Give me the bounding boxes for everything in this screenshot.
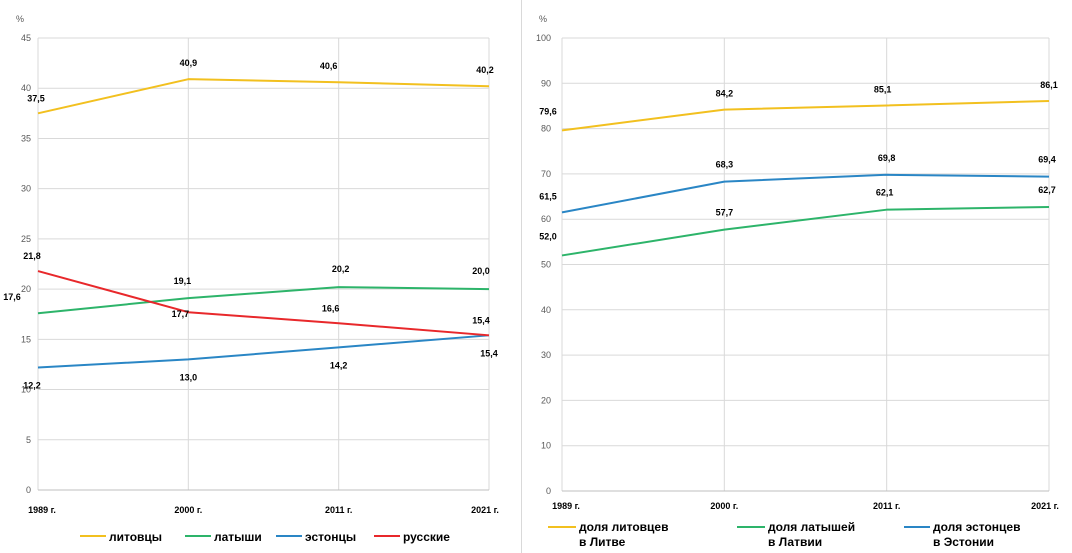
- y-tick-label: 100: [536, 33, 551, 43]
- y-tick-label: 60: [541, 214, 551, 224]
- y-tick-label: 90: [541, 78, 551, 88]
- x-tick-label: 2000 г.: [710, 501, 738, 511]
- y-unit-label: %: [539, 14, 547, 24]
- data-label: 52,0: [539, 231, 557, 241]
- y-tick-label: 30: [21, 184, 31, 194]
- legend-label: доля эстонцев: [933, 520, 1020, 534]
- y-tick-label: 5: [26, 435, 31, 445]
- legend-label: доля литовцев: [579, 520, 668, 534]
- data-label: 15,4: [472, 315, 490, 325]
- data-label: 79,6: [539, 106, 557, 116]
- y-unit-label: %: [16, 14, 24, 24]
- x-tick-label: 2021 г.: [471, 505, 499, 515]
- y-tick-label: 0: [546, 486, 551, 496]
- data-label: 69,4: [1038, 155, 1056, 165]
- y-tick-label: 45: [21, 33, 31, 43]
- legend-label: литовцы: [109, 530, 162, 544]
- data-label: 62,7: [1038, 185, 1056, 195]
- data-label: 16,6: [322, 303, 340, 313]
- chart-left-panel: % 0 5 10 15 20 25 30 35 40 45 1989 г. 2000 г. 2011 г.…: [0, 0, 522, 553]
- x-tick-label: 1989 г.: [28, 505, 56, 515]
- data-label: 12,2: [23, 380, 41, 390]
- chart-left: % 0 5 10 15 20 25 30 35 40 45 1989 г. 2000 г. 2011 г.…: [3, 14, 499, 544]
- legend-label: в Латвии: [768, 535, 822, 549]
- series-line: [561, 205, 1050, 257]
- data-label: 21,8: [23, 251, 41, 261]
- data-label: 40,9: [180, 58, 198, 68]
- data-label: 19,1: [174, 276, 192, 286]
- data-label: 61,5: [539, 191, 557, 201]
- data-label: 40,6: [320, 61, 338, 71]
- y-tick-label: 20: [541, 395, 551, 405]
- legend-label: в Эстонии: [933, 535, 994, 549]
- data-label: 85,1: [874, 84, 892, 94]
- y-tick-label: 30: [541, 350, 551, 360]
- y-tick-label: 40: [541, 305, 551, 315]
- x-tick-label: 2021 г.: [1031, 501, 1059, 511]
- data-label: 57,7: [716, 208, 734, 218]
- y-tick-label: 10: [541, 441, 551, 451]
- series-line: [37, 270, 490, 337]
- data-label: 40,2: [476, 65, 494, 75]
- y-tick-label: 15: [21, 334, 31, 344]
- legend-label: эстонцы: [305, 530, 356, 544]
- x-tick-label: 2000 г.: [174, 505, 202, 515]
- legend-label: латыши: [214, 530, 262, 544]
- data-label: 20,0: [472, 266, 490, 276]
- series-line: [37, 78, 490, 115]
- y-tick-label: 70: [541, 169, 551, 179]
- data-label: 86,1: [1040, 80, 1058, 90]
- legend-label: доля латышей: [768, 520, 855, 534]
- y-tick-label: 25: [21, 234, 31, 244]
- y-tick-label: 50: [541, 260, 551, 270]
- x-tick-label: 1989 г.: [552, 501, 580, 511]
- legend-label: в Литве: [579, 535, 626, 549]
- legend-label: русские: [403, 530, 450, 544]
- data-label: 15,4: [480, 348, 498, 358]
- y-tick-label: 0: [26, 485, 31, 495]
- data-label: 84,2: [716, 89, 734, 99]
- series-line: [561, 99, 1050, 132]
- x-tick-label: 2011 г.: [873, 501, 900, 511]
- y-tick-label: 80: [541, 124, 551, 134]
- data-label: 37,5: [27, 93, 45, 103]
- series-line: [37, 334, 490, 369]
- data-label: 17,6: [3, 292, 21, 302]
- data-label: 62,1: [876, 188, 894, 198]
- y-tick-label: 20: [21, 284, 31, 294]
- data-label: 14,2: [330, 360, 348, 370]
- chart-right-panel: % 0 10 20 30 40 50 60 70 80 90 100 1989 г. 2000 г. 201…: [522, 0, 1072, 553]
- data-label: 13,0: [180, 372, 198, 382]
- series-line: [561, 173, 1050, 214]
- data-label: 68,3: [716, 160, 734, 170]
- y-tick-label: 10: [21, 385, 31, 395]
- data-label: 17,7: [172, 309, 190, 319]
- series-line: [37, 286, 490, 315]
- y-tick-label: 35: [21, 133, 31, 143]
- data-label: 20,2: [332, 264, 350, 274]
- chart-right: % 0 10 20 30 40 50 60 70 80 90 100 1989 г. 2000 г. 201…: [536, 14, 1059, 549]
- x-tick-label: 2011 г.: [325, 505, 352, 515]
- y-tick-label: 40: [21, 83, 31, 93]
- data-label: 69,8: [878, 153, 896, 163]
